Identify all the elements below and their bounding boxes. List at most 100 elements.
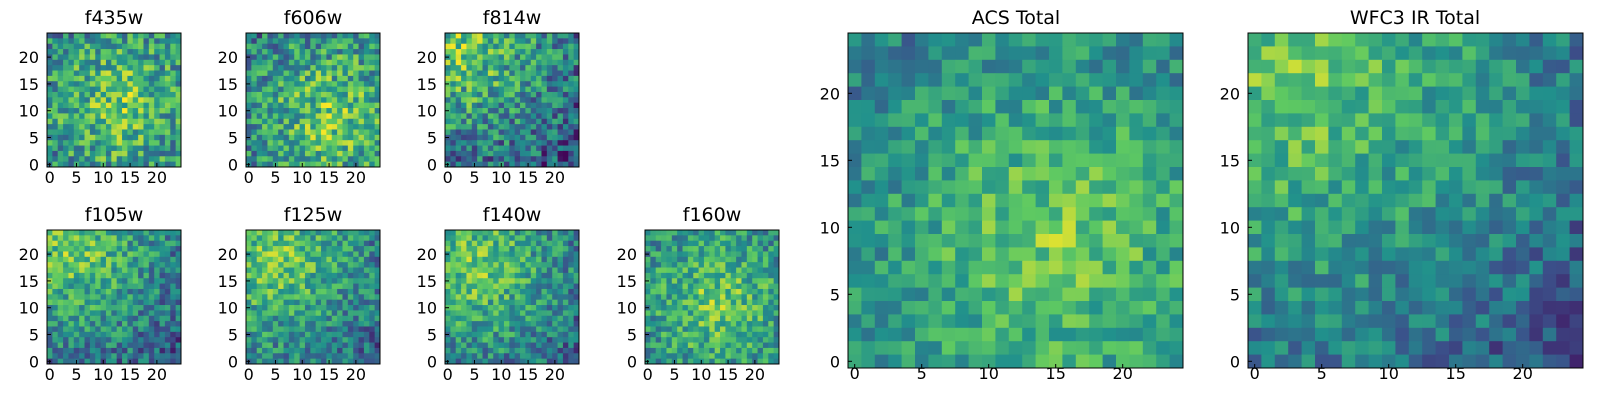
heatmap-cell: [1156, 73, 1170, 87]
heatmap-cell: [170, 70, 177, 77]
heatmap-cell: [159, 272, 166, 279]
heatmap-cell: [703, 240, 710, 247]
heatmap-cell: [95, 43, 101, 50]
heatmap-cell: [251, 321, 258, 327]
heatmap-cell: [861, 153, 876, 168]
heatmap-cell: [666, 278, 673, 284]
heatmap-cell: [520, 108, 526, 114]
heatmap-cell: [1102, 180, 1117, 195]
heatmap-cell: [546, 145, 553, 152]
heatmap-cell: [299, 246, 306, 252]
heatmap-cell: [278, 288, 284, 295]
heatmap-cell: [111, 240, 118, 247]
heatmap-cell: [530, 240, 537, 247]
heatmap-cell: [374, 33, 381, 39]
heatmap-cell: [353, 129, 359, 136]
heatmap-cell: [698, 262, 705, 268]
heatmap-cell: [498, 315, 505, 322]
heatmap-cell: [369, 59, 376, 66]
heatmap-cell: [568, 150, 575, 157]
x-tick-label: 0: [643, 365, 653, 384]
heatmap-cell: [251, 43, 258, 50]
heatmap-cell: [757, 299, 764, 306]
heatmap-cell: [57, 305, 64, 311]
heatmap-cell: [752, 267, 758, 274]
heatmap-cell: [461, 75, 467, 82]
heatmap-cell: [342, 161, 349, 168]
heatmap-cell: [342, 86, 349, 93]
heatmap-cell: [105, 230, 112, 236]
heatmap-cell: [175, 113, 182, 120]
heatmap-cell: [127, 246, 134, 252]
heatmap-cell: [514, 283, 521, 290]
heatmap-cell: [304, 310, 311, 317]
heatmap-cell: [482, 118, 489, 125]
heatmap-cell: [682, 267, 689, 274]
heatmap-cell: [73, 288, 80, 295]
heatmap-cell: [703, 262, 710, 268]
heatmap-cell: [127, 38, 134, 45]
heatmap-cell: [159, 38, 166, 45]
heatmap-cell: [358, 38, 365, 45]
heatmap-cell: [111, 113, 118, 120]
heatmap-cell: [342, 288, 349, 295]
heatmap-cell: [471, 70, 478, 77]
heatmap-cell: [725, 230, 732, 236]
heatmap-cell: [1008, 100, 1023, 114]
heatmap-cell: [116, 113, 123, 120]
heatmap-cell: [477, 272, 483, 279]
x-tick-label: 10: [93, 168, 113, 187]
heatmap-cell: [353, 150, 359, 157]
heatmap-cell: [487, 86, 494, 93]
heatmap-cell: [89, 65, 96, 71]
heatmap-cell: [736, 326, 742, 333]
heatmap-cell: [148, 251, 155, 258]
heatmap-cell: [310, 267, 317, 274]
heatmap-cell: [331, 70, 338, 77]
x-tick-label: 15: [319, 168, 339, 187]
heatmap-cell: [720, 321, 726, 327]
heatmap-cell: [746, 278, 753, 284]
heatmap-cell: [477, 235, 483, 242]
heatmap-cell: [164, 108, 171, 114]
heatmap-cell: [95, 267, 101, 274]
heatmap-cell: [164, 246, 171, 252]
heatmap-cell: [928, 59, 943, 74]
heatmap-cell: [536, 262, 542, 268]
heatmap-cell: [299, 337, 306, 343]
heatmap-cell: [536, 118, 542, 125]
heatmap-cell: [170, 86, 177, 93]
heatmap-cell: [514, 70, 521, 77]
heatmap-cell: [650, 267, 657, 274]
x-tick-label: 10: [292, 168, 312, 187]
heatmap-cell: [525, 235, 532, 242]
heatmap-cell: [369, 315, 376, 322]
heatmap-cell: [122, 326, 128, 333]
heatmap-cell: [159, 326, 166, 333]
heatmap-cell: [482, 262, 489, 268]
heatmap-cell: [757, 262, 764, 268]
heatmap-cell: [487, 321, 494, 327]
heatmap-cell: [888, 193, 902, 208]
heatmap-cell: [482, 49, 489, 55]
heatmap-cell: [57, 150, 64, 157]
heatmap-cell: [725, 337, 732, 343]
heatmap-cell: [698, 235, 705, 242]
heatmap-cell: [138, 256, 144, 263]
heatmap-cell: [461, 251, 467, 258]
heatmap-cell: [79, 347, 85, 354]
heatmap-cell: [321, 97, 327, 104]
heatmap-cell: [304, 102, 311, 109]
heatmap-cell: [138, 65, 144, 71]
heatmap-cell: [272, 256, 279, 263]
heatmap-cell: [353, 246, 359, 252]
heatmap-cell: [671, 353, 678, 360]
heatmap-cell: [278, 124, 284, 130]
heatmap-cell: [928, 193, 943, 208]
heatmap-cell: [132, 358, 139, 365]
heatmap-cell: [111, 129, 118, 136]
heatmap-cell: [730, 358, 737, 365]
heatmap-cell: [1116, 33, 1130, 47]
heatmap-cell: [105, 124, 112, 130]
